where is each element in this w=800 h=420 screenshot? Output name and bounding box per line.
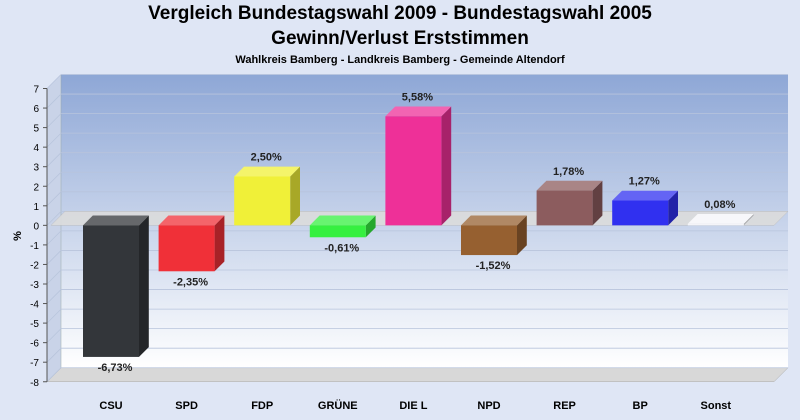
gridline-side (46, 250, 62, 265)
y-tick-label: -8 (30, 378, 39, 389)
bar-npd (461, 215, 527, 256)
data-label: -2,35% (173, 276, 208, 288)
data-label: 1,78% (553, 166, 584, 178)
chart-title: Vergleich Bundestagswahl 2009 - Bundesta… (148, 3, 652, 24)
bar-bp (612, 190, 678, 226)
bar-front (687, 223, 744, 226)
y-tick-label: 4 (33, 143, 39, 154)
bar-side (441, 106, 452, 226)
gridline-side (46, 367, 62, 383)
gridline-side (46, 171, 62, 187)
bar-die-l (385, 106, 452, 226)
x-tick-label: CSU (99, 400, 122, 412)
bar-side (517, 215, 527, 256)
x-tick-label: BP (633, 400, 648, 412)
bar-spd (158, 215, 225, 272)
gridline-side (46, 269, 62, 285)
gridline-side (46, 328, 62, 343)
x-tick-label: FDP (251, 400, 273, 412)
data-label: 0,08% (704, 199, 735, 211)
bar-top (234, 166, 300, 177)
bar-front (309, 225, 366, 238)
data-label: 2,50% (251, 152, 282, 164)
gridline-side (46, 230, 62, 246)
gridline-side (46, 74, 62, 89)
gridline-side (46, 152, 62, 167)
bar-side (592, 180, 603, 226)
y-tick-label: 6 (33, 104, 39, 115)
bar-fdp (234, 166, 300, 226)
data-label: -1,52% (476, 260, 511, 272)
bar-csu (83, 215, 149, 357)
y-tick-label: 1 (33, 202, 39, 213)
y-axis-label: % (12, 231, 24, 241)
y-tick-label: -2 (30, 260, 39, 271)
data-label: 1,27% (629, 176, 660, 188)
x-tick-label: REP (553, 400, 576, 412)
bar-top (612, 190, 678, 201)
bar-front (536, 190, 593, 226)
bar-top (158, 215, 225, 226)
bar-front (158, 225, 215, 272)
gridline-side (46, 191, 62, 207)
data-label: -0,61% (324, 242, 359, 254)
chart-region-subtitle: Wahlkreis Bamberg - Landkreis Bamberg - … (235, 54, 565, 66)
y-tick-label: -6 (30, 339, 39, 350)
bar-front (385, 116, 442, 226)
bar-side (365, 215, 376, 238)
y-tick-label: -1 (30, 241, 39, 252)
x-tick-label: NPD (477, 400, 500, 412)
data-label: -6,73% (98, 362, 133, 374)
bar-side (214, 215, 225, 272)
bar-grüne (309, 215, 376, 238)
bar-side (139, 215, 149, 357)
gridline-side (46, 113, 62, 128)
x-tick-label: GRÜNE (318, 399, 358, 412)
bar-side (743, 213, 754, 226)
x-tick-label: DIE L (399, 400, 427, 412)
chart-subtitle: Gewinn/Verlust Erststimmen (271, 28, 529, 49)
bar-top (309, 215, 376, 226)
bar-side (290, 166, 300, 226)
y-tick-label: 0 (33, 221, 39, 232)
x-tick-label: Sonst (701, 400, 732, 412)
bar-top (385, 106, 452, 117)
y-tick-label: -7 (30, 358, 39, 369)
plot-floor (46, 367, 789, 382)
x-tick-label: SPD (175, 400, 198, 412)
bar-top (83, 215, 149, 226)
bar-front (234, 176, 291, 226)
bar-rep (536, 180, 603, 226)
y-tick-label: 2 (33, 182, 39, 193)
y-tick-label: 7 (33, 85, 39, 96)
gridline-side (46, 347, 62, 363)
bar-front (612, 200, 669, 226)
bar-top (687, 213, 754, 224)
y-tick-label: -5 (30, 319, 39, 330)
bar-front (83, 225, 139, 357)
data-label: 5,58% (402, 91, 433, 103)
bar-side (668, 190, 678, 226)
gridline-side (46, 93, 62, 109)
y-tick-label: -4 (30, 300, 39, 311)
bar-top (461, 215, 527, 226)
gridline-side (46, 289, 62, 304)
y-tick-label: 5 (33, 124, 39, 135)
bar-front (461, 225, 517, 256)
gridline-side (46, 211, 62, 226)
gridline-side (46, 308, 62, 324)
bar-top (536, 180, 603, 191)
y-tick-label: -3 (30, 280, 39, 291)
bar-sonst (687, 213, 754, 226)
gridline-side (46, 132, 62, 148)
y-tick-label: 3 (33, 163, 39, 174)
